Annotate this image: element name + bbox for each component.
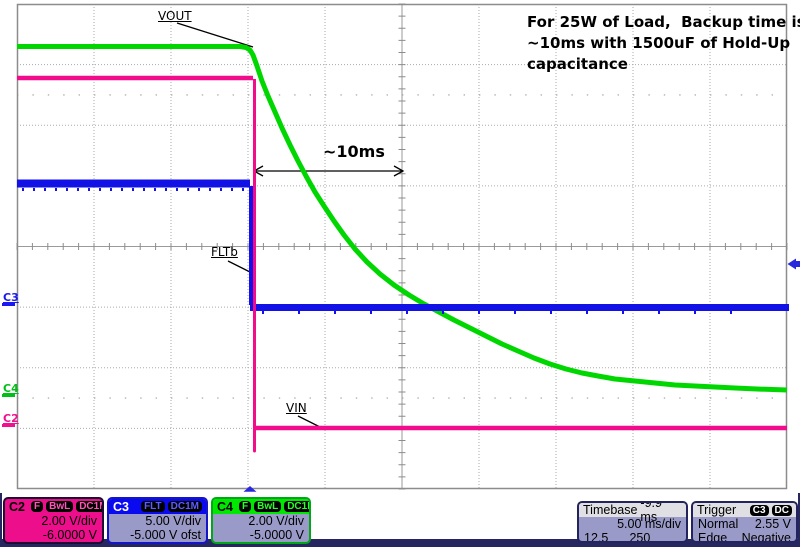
fltb-trace-label: FLTb <box>211 245 238 259</box>
channel-zero-dash <box>2 424 15 427</box>
annotation-note: For 25W of Load, Backup time is ~10ms wi… <box>527 12 800 75</box>
channel-c4-descriptor[interactable]: C4 F BwL DC1M 2.00 V/div -5.0000 V <box>211 497 311 544</box>
grid-line <box>176 22 254 48</box>
c4-header: C4 F BwL DC1M <box>213 499 309 514</box>
channel-c3-descriptor[interactable]: C3 FLT DC1M 5.00 V/div -5.000 V ofst <box>107 497 208 544</box>
c4-volts-per-div: 2.00 V/div <box>248 514 304 528</box>
trigger-title: Trigger <box>697 503 737 517</box>
trigger-level-marker[interactable] <box>787 258 797 270</box>
arrowhead-right <box>393 165 405 177</box>
timebase-header: Timebase -9.9 ms <box>579 503 686 524</box>
note-line: ~10ms with 1500uF of Hold-Up <box>527 34 791 52</box>
trace-vout-c4 <box>17 44 788 393</box>
channel-zero-dash <box>2 303 15 306</box>
timebase-samples: 12.5 MS <box>584 531 609 543</box>
channel-marker-c2[interactable]: C2 <box>2 412 19 427</box>
channel-marker-label: C3 <box>3 291 19 304</box>
timebase-title: Timebase <box>583 503 638 517</box>
c4-offset: -5.0000 V <box>249 528 304 542</box>
vin-trace-label: VIN <box>286 401 307 415</box>
c3-volts-per-div: 5.00 V/div <box>145 514 201 528</box>
graticule-border <box>16 3 788 490</box>
trigger-descriptor[interactable]: Trigger C3 DC Normal 2.55 V Edge Negativ… <box>691 501 798 543</box>
c2-header: C2 F BwL DC1M <box>5 499 102 514</box>
statusbar-edge-right <box>798 493 800 547</box>
timebase-scale: 5.00 ms/div <box>617 517 681 531</box>
statusbar-background <box>0 539 800 547</box>
grid-line <box>297 415 321 428</box>
trigger-source-badge: C3 <box>749 504 769 516</box>
c3-coupling-badge: FLT <box>141 501 165 512</box>
channel-marker-label: C4 <box>3 382 19 395</box>
timebase-delay: -9.9 ms <box>640 501 662 524</box>
grid-line <box>227 260 251 273</box>
c3-offset: -5.000 V ofst <box>130 528 201 542</box>
trigger-time-marker[interactable] <box>243 486 257 492</box>
c3-header: C3 FLT DC1M <box>109 499 206 514</box>
c2-coupling-badge: DC1M <box>76 501 102 512</box>
timebase-descriptor[interactable]: Timebase -9.9 ms 5.00 ms/div 12.5 MS 250… <box>577 501 688 543</box>
channel-zero-dash <box>2 394 15 397</box>
c3-title: C3 <box>113 499 129 514</box>
trigger-mode: Normal <box>698 517 739 531</box>
c2-offset: -6.0000 V <box>42 528 97 542</box>
c4-coupling-badge: BwL <box>254 501 282 512</box>
channel-c2-descriptor[interactable]: C2 F BwL DC1M 2.00 V/div -6.0000 V <box>3 497 104 544</box>
trigger-level: 2.55 V <box>754 517 791 531</box>
backup-time-arrow-label: ~10ms <box>323 142 385 161</box>
channel-marker-c3[interactable]: C3 <box>2 291 19 306</box>
note-line: capacitance <box>527 55 628 73</box>
c2-coupling-badge: BwL <box>46 501 74 512</box>
c4-coupling-badge: F <box>238 501 252 512</box>
trigger-type: Edge <box>698 531 728 543</box>
c4-coupling-badge: DC1M <box>284 501 309 512</box>
vout-trace-label: VOUT <box>158 9 192 23</box>
note-line: For 25W of Load, Backup time is <box>527 13 800 31</box>
trigger-header: Trigger C3 DC <box>693 503 796 517</box>
c4-title: C4 <box>217 499 233 514</box>
c2-volts-per-div: 2.00 V/div <box>41 514 97 528</box>
waveform-graticule <box>16 3 800 492</box>
channel-marker-c4[interactable]: C4 <box>2 382 19 397</box>
c2-title: C2 <box>9 499 25 514</box>
statusbar-edge-left <box>0 493 2 547</box>
c2-coupling-badge: F <box>30 501 44 512</box>
c3-coupling-badge: DC1M <box>167 501 202 512</box>
timebase-sample-rate: 250 MS/s <box>629 531 651 543</box>
trigger-slope: Negative <box>741 531 791 543</box>
trigger-coupling-badge: DC <box>771 504 792 516</box>
trigger-level-marker-tail <box>796 261 800 267</box>
channel-marker-label: C2 <box>3 412 19 425</box>
